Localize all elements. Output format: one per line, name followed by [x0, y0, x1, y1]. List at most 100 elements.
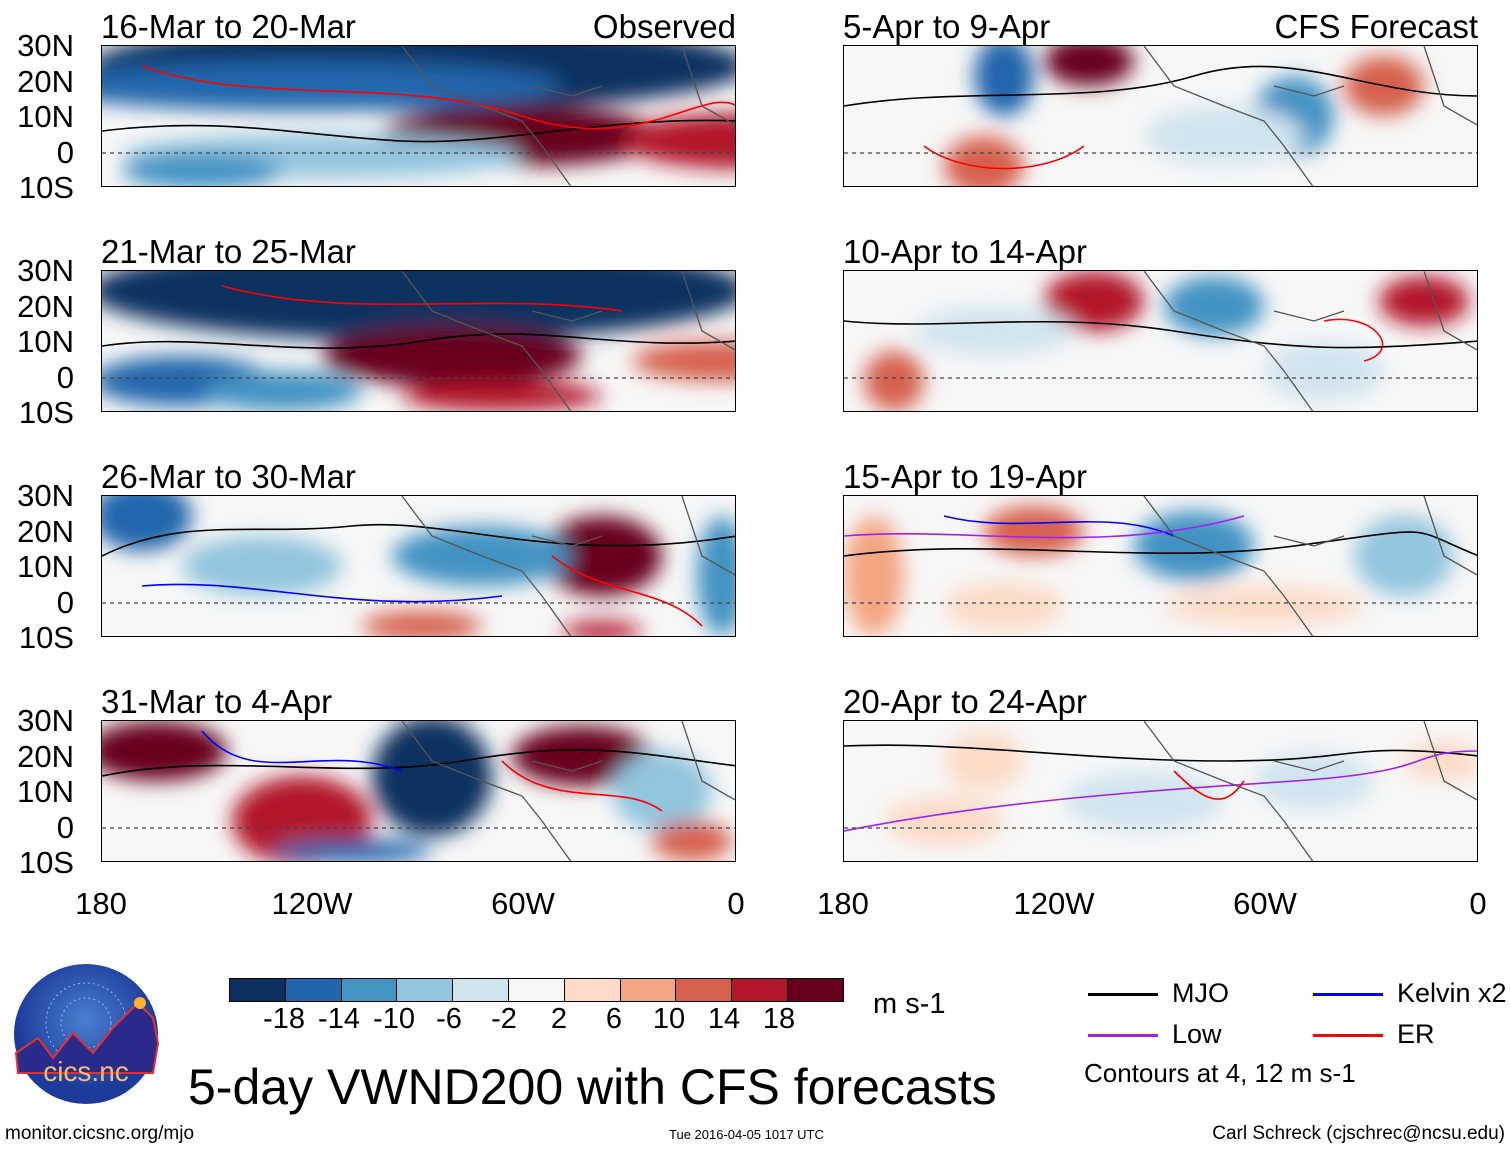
wind-anomaly-region [272, 839, 432, 861]
wind-anomaly-region [1264, 341, 1384, 401]
contour-line [844, 531, 1477, 557]
longitude-label: 0 [727, 886, 745, 921]
panel-title: 10-Apr to 14-Apr [843, 233, 1087, 270]
coastline [401, 271, 735, 411]
legend-line-swatch [1313, 993, 1383, 996]
wind-anomaly-region [622, 113, 735, 169]
panel-title: 5-Apr to 9-Apr [843, 8, 1051, 45]
wind-anomaly-region [1044, 271, 1144, 331]
colorbar-swatch [397, 979, 454, 1001]
wind-anomaly-region [1254, 751, 1374, 811]
contour-line [844, 750, 1477, 832]
wind-anomaly-region [944, 731, 1024, 791]
map-panel [101, 45, 736, 187]
coastline [401, 496, 735, 636]
wind-anomaly-region [1144, 106, 1304, 166]
wind-anomaly-region [697, 516, 735, 636]
coastline [1143, 721, 1477, 861]
coastline [1143, 46, 1477, 186]
wind-anomaly-region [984, 506, 1084, 556]
contour-line [551, 555, 703, 627]
footer-author: Carl Schreck (cjschrec@ncsu.edu) [1212, 1123, 1505, 1144]
legend-label: Low [1172, 1019, 1222, 1049]
wind-anomaly-region [944, 136, 1024, 186]
legend-label: MJO [1172, 978, 1229, 1008]
contour-line [844, 320, 1477, 349]
contour-line [141, 65, 735, 130]
colorbar-swatch [732, 979, 788, 1001]
colorbar-swatch [230, 979, 286, 1001]
wind-anomaly-region [322, 326, 582, 386]
wind-anomaly-region [1164, 586, 1364, 626]
wind-anomaly-region [372, 721, 492, 836]
coastline [1143, 271, 1477, 411]
contour-line [102, 333, 735, 349]
wind-anomaly-region [1379, 276, 1469, 326]
wind-anomaly-region [1164, 276, 1264, 336]
colorbar-units: m s-1 [873, 988, 946, 1020]
contour-line [501, 760, 663, 812]
latitude-label: 30N [17, 28, 74, 63]
longitude-label: 60W [491, 886, 555, 921]
wind-anomaly-region [1404, 741, 1477, 781]
latitude-label: 20N [17, 63, 74, 99]
longitude-label: 60W [1233, 886, 1297, 921]
wind-anomaly-region [402, 381, 602, 411]
colorbar-tick-label: 18 [762, 1003, 796, 1035]
contour-line [1173, 770, 1245, 800]
latitude-label: 30N [17, 703, 74, 738]
latitude-label: 30N [17, 253, 74, 288]
longitude-label: 180 [817, 886, 869, 921]
coastline [1143, 496, 1477, 636]
colorbar-tick-label: 6 [605, 1003, 623, 1035]
contour-line [102, 523, 735, 557]
contour-line [221, 285, 623, 312]
colorbar [229, 978, 844, 1002]
latitude-label: 10S [18, 845, 74, 880]
latitude-label: 30N [17, 478, 74, 513]
latitude-label: 10S [18, 395, 74, 430]
legend-line-swatch [1088, 993, 1158, 996]
colorbar-tick-label: -10 [373, 1003, 415, 1035]
wind-anomaly-region [512, 726, 652, 786]
colorbar-swatch [787, 979, 843, 1001]
map-panel [843, 720, 1478, 862]
map-panel [843, 45, 1478, 187]
map-panel [101, 720, 736, 862]
map-panel [843, 495, 1478, 637]
footer-url: monitor.cicsnc.org/mjo [5, 1123, 195, 1144]
contour-line [844, 65, 1477, 107]
contour-line [102, 749, 735, 777]
wind-anomaly-region [102, 496, 192, 551]
latitude-label: 10S [18, 170, 74, 205]
panel-source-label: CFS Forecast [1274, 8, 1478, 45]
wind-anomaly-region [652, 821, 732, 861]
colorbar-tick-label: -14 [318, 1003, 360, 1035]
wind-anomaly-region [182, 536, 342, 596]
colorbar-swatch [285, 979, 342, 1001]
contour-note: Contours at 4, 12 m s-1 [1084, 1058, 1356, 1088]
colorbar-swatch [564, 979, 621, 1001]
panel-title: 16-Mar to 20-Mar [101, 8, 356, 45]
footer-timestamp: Tue 2016-04-05 1017 UTC [669, 1127, 824, 1142]
colorbar-tick-label: 14 [707, 1003, 741, 1035]
colorbar-tick-label: -2 [491, 1003, 517, 1035]
colorbar-swatch [508, 979, 565, 1001]
wind-anomaly-region [102, 271, 735, 341]
wind-anomaly-region [632, 341, 735, 381]
wind-anomaly-region [612, 751, 712, 831]
wind-anomaly-region [914, 306, 1074, 356]
panel-title: 15-Apr to 19-Apr [843, 458, 1087, 495]
map-panel [101, 495, 736, 637]
legend-label: Kelvin x2 [1397, 978, 1507, 1008]
latitude-label: 10N [17, 99, 74, 134]
wind-anomaly-region [1354, 516, 1454, 596]
panel-title: 20-Apr to 24-Apr [843, 683, 1087, 720]
panel-title: 21-Mar to 25-Mar [101, 233, 356, 270]
wind-anomaly-region [944, 581, 1064, 631]
latitude-label: 10N [17, 324, 74, 359]
wind-anomaly-region [974, 46, 1034, 116]
longitude-label: 180 [75, 886, 127, 921]
wind-anomaly-region [1064, 771, 1224, 831]
contour-line [923, 145, 1085, 170]
